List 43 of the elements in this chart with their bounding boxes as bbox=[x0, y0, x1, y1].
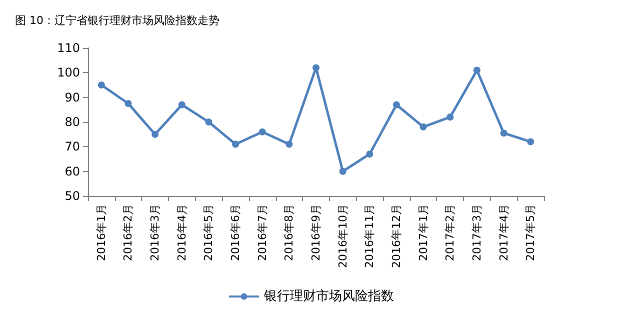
point bbox=[124, 100, 132, 107]
point bbox=[178, 101, 186, 108]
point bbox=[527, 138, 534, 146]
y-tick-label: 80 bbox=[64, 115, 80, 129]
x-tick-label: 2016年4月 bbox=[175, 204, 188, 261]
x-tick-label: 2017年5月 bbox=[524, 204, 538, 261]
point bbox=[366, 150, 374, 158]
point bbox=[152, 130, 159, 138]
legend-label: 银行理财市场风险指数 bbox=[263, 289, 394, 304]
chart-title: 图 10：辽宁省银行理财市场风险指数走势 bbox=[15, 14, 220, 27]
x-tick-label: 2017年3月 bbox=[470, 204, 484, 261]
point bbox=[232, 140, 240, 148]
x-tick-label: 2016年7月 bbox=[256, 204, 269, 261]
x-tick-label: 2016年8月 bbox=[282, 204, 296, 261]
y-tick-label: 110 bbox=[57, 41, 80, 55]
point bbox=[500, 130, 508, 137]
point bbox=[205, 118, 212, 126]
x-tick-label: 2016年3月 bbox=[148, 204, 162, 261]
x-tick-label: 2017年4月 bbox=[497, 204, 510, 261]
x-tick-label: 2016年11月 bbox=[363, 204, 376, 268]
y-tick-label: 100 bbox=[57, 66, 80, 80]
x-tick-label: 2016年10月 bbox=[336, 204, 350, 268]
point bbox=[446, 114, 454, 121]
x-tick-label: 2016年5月 bbox=[202, 204, 216, 261]
y-tick-label: 90 bbox=[64, 90, 80, 104]
y-tick-label: 50 bbox=[64, 189, 80, 203]
y-tick-label: 60 bbox=[64, 164, 80, 178]
x-tick-label: 2016年6月 bbox=[229, 204, 242, 261]
point bbox=[98, 82, 105, 88]
x-tick-label: 2017年2月 bbox=[444, 204, 457, 261]
point bbox=[473, 66, 480, 74]
point bbox=[339, 168, 346, 175]
y-tick-label: 70 bbox=[64, 140, 80, 154]
point bbox=[392, 101, 400, 108]
point bbox=[420, 123, 427, 130]
point bbox=[258, 128, 266, 136]
point bbox=[286, 140, 293, 148]
x-tick-label: 2016年9月 bbox=[310, 204, 322, 261]
x-tick-label: 2016年1月 bbox=[94, 204, 108, 261]
x-tick-label: 2017年1月 bbox=[416, 204, 430, 261]
point bbox=[312, 64, 320, 72]
x-tick-label: 2016年12月 bbox=[390, 204, 403, 268]
x-tick-label: 2016年2月 bbox=[122, 204, 135, 261]
